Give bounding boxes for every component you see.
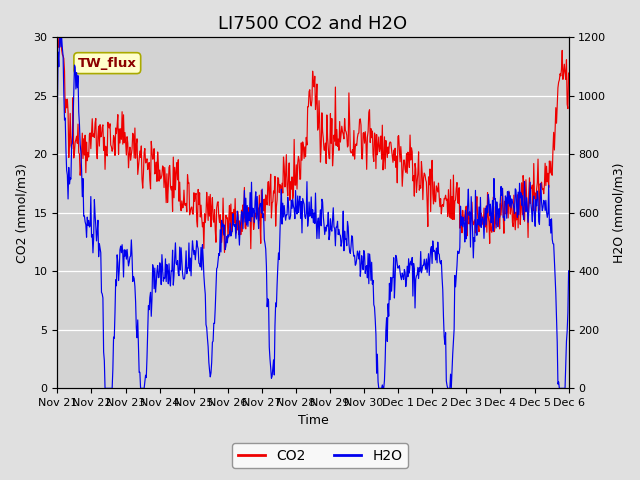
Legend: CO2, H2O: CO2, H2O — [232, 443, 408, 468]
Y-axis label: CO2 (mmol/m3): CO2 (mmol/m3) — [15, 163, 28, 263]
Text: TW_flux: TW_flux — [78, 57, 137, 70]
X-axis label: Time: Time — [298, 414, 328, 427]
Title: LI7500 CO2 and H2O: LI7500 CO2 and H2O — [218, 15, 408, 33]
Y-axis label: H2O (mmol/m3): H2O (mmol/m3) — [612, 163, 625, 263]
